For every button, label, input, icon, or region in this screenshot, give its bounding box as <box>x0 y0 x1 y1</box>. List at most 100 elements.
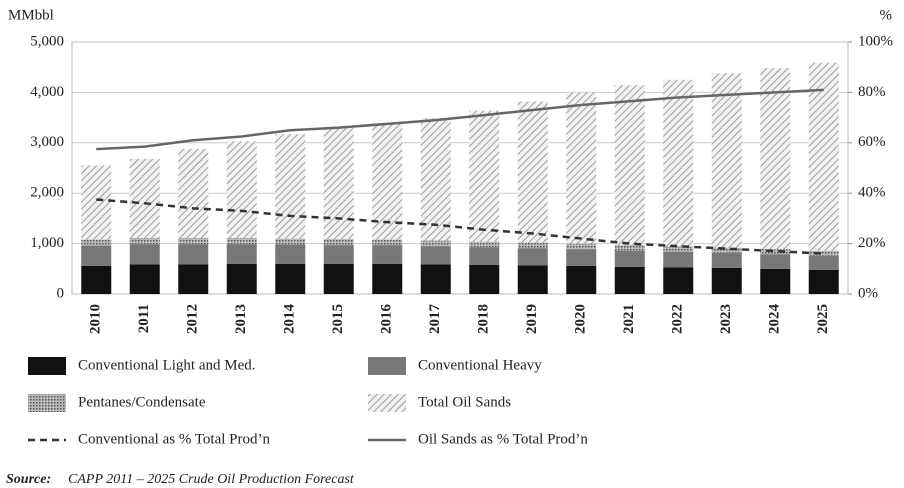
bar-segment <box>420 118 451 241</box>
bar-segment <box>517 242 548 249</box>
x-tick-label: 2018 <box>476 304 492 334</box>
bar-segment <box>372 245 403 264</box>
legend-swatch <box>368 394 406 412</box>
bar-segment <box>808 269 839 294</box>
y2-tick-label: 40% <box>858 185 886 201</box>
x-tick-label: 2015 <box>330 304 346 334</box>
bar-segment <box>711 252 742 268</box>
y2-tick-label: 80% <box>858 84 886 100</box>
line-series <box>96 88 824 151</box>
bar-segment <box>129 158 160 239</box>
bar-segment <box>566 243 597 250</box>
bar-segment <box>372 239 403 246</box>
bar-segment <box>614 245 645 251</box>
bar-segment <box>323 128 354 240</box>
bar-segment <box>808 255 839 270</box>
bar-segment <box>614 266 645 294</box>
bar-segment <box>275 238 306 245</box>
bar-segment <box>566 92 597 244</box>
bar-segment <box>711 267 742 294</box>
source-label: Source: <box>6 472 51 487</box>
bar-segment <box>517 248 548 266</box>
line-series <box>96 198 824 255</box>
legend-label: Oil Sands as % Total Prod’n <box>418 431 588 447</box>
bar-segment <box>275 263 306 294</box>
y-tick-label: 5,000 <box>30 33 64 49</box>
plot-border <box>71 41 849 295</box>
bar-segment <box>711 73 742 248</box>
bar-segment <box>420 264 451 294</box>
x-tick-label: 2021 <box>621 304 637 334</box>
y2-tick-label: 100% <box>858 33 893 49</box>
bar-segment <box>566 265 597 294</box>
bar-segment <box>469 241 500 248</box>
y2-tick-label: 20% <box>858 235 886 251</box>
bar-segment <box>760 254 791 269</box>
x-tick-label: 2013 <box>233 304 249 334</box>
x-tick-label: 2016 <box>379 304 395 335</box>
y-tick-label: 1,000 <box>30 235 64 251</box>
y-axis-label: MMbbl <box>8 7 54 23</box>
legend-label: Pentanes/Condensate <box>78 394 206 410</box>
legend-label: Conventional Heavy <box>418 357 542 373</box>
bar-segment <box>81 165 112 240</box>
x-tick-label: 2020 <box>573 304 589 334</box>
bar-segment <box>420 240 451 247</box>
bar-segment <box>517 101 548 243</box>
y2-tick-label: 0% <box>858 285 878 301</box>
x-tick-label: 2014 <box>282 304 298 335</box>
x-tick-label: 2011 <box>136 304 152 333</box>
bar-segment <box>323 245 354 264</box>
x-tick-label: 2012 <box>185 304 201 334</box>
bar-segment <box>469 110 500 242</box>
x-tick-label: 2017 <box>427 304 443 335</box>
bar-segment <box>420 246 451 265</box>
bar-segment <box>226 238 257 245</box>
bar-segment <box>566 249 597 266</box>
bar-segment <box>323 239 354 246</box>
bar-segment <box>760 68 791 250</box>
bar-segment <box>81 265 112 294</box>
bar-segment <box>372 263 403 294</box>
bar-segment <box>81 239 112 246</box>
y-tick-label: 0 <box>57 285 65 301</box>
legend-label: Total Oil Sands <box>418 394 511 410</box>
x-tick-label: 2010 <box>88 304 104 334</box>
bar-segment <box>614 85 645 246</box>
x-tick-label: 2023 <box>718 304 734 334</box>
bar-segment <box>808 62 839 251</box>
bar-segment <box>663 251 694 268</box>
x-tick-label: 2019 <box>524 304 540 334</box>
legend-label: Conventional as % Total Prod’n <box>78 431 270 447</box>
x-tick-label: 2024 <box>767 304 783 335</box>
bar-segment <box>275 134 306 239</box>
bar-segment <box>178 244 209 265</box>
bar-segment <box>129 244 160 265</box>
bar-segment <box>760 249 791 255</box>
bar-segment <box>517 265 548 294</box>
y-tick-label: 3,000 <box>30 134 64 150</box>
bar-segment <box>323 263 354 294</box>
legend-label: Conventional Light and Med. <box>78 357 255 373</box>
legend-swatch <box>28 394 66 412</box>
y-tick-label: 2,000 <box>30 185 64 201</box>
bar-segment <box>81 245 112 266</box>
bar-segment <box>178 238 209 245</box>
bar-segment <box>663 246 694 252</box>
bar-segment <box>469 247 500 265</box>
bar-segment <box>275 244 306 264</box>
bar-segment <box>226 141 257 239</box>
legend-swatch <box>368 357 406 375</box>
x-tick-label: 2022 <box>670 304 686 334</box>
bar-segment <box>226 244 257 264</box>
bar-segment <box>663 267 694 294</box>
source: CAPP 2011 – 2025 Crude Oil Production Fo… <box>68 472 355 487</box>
bar-segment <box>469 264 500 294</box>
bar-segment <box>178 264 209 294</box>
bar-segment <box>129 264 160 294</box>
bar-segment <box>760 268 791 294</box>
bar-segment <box>663 79 694 247</box>
y2-axis-label: % <box>880 7 893 23</box>
bar-segment <box>226 263 257 294</box>
bar-segment <box>614 250 645 267</box>
